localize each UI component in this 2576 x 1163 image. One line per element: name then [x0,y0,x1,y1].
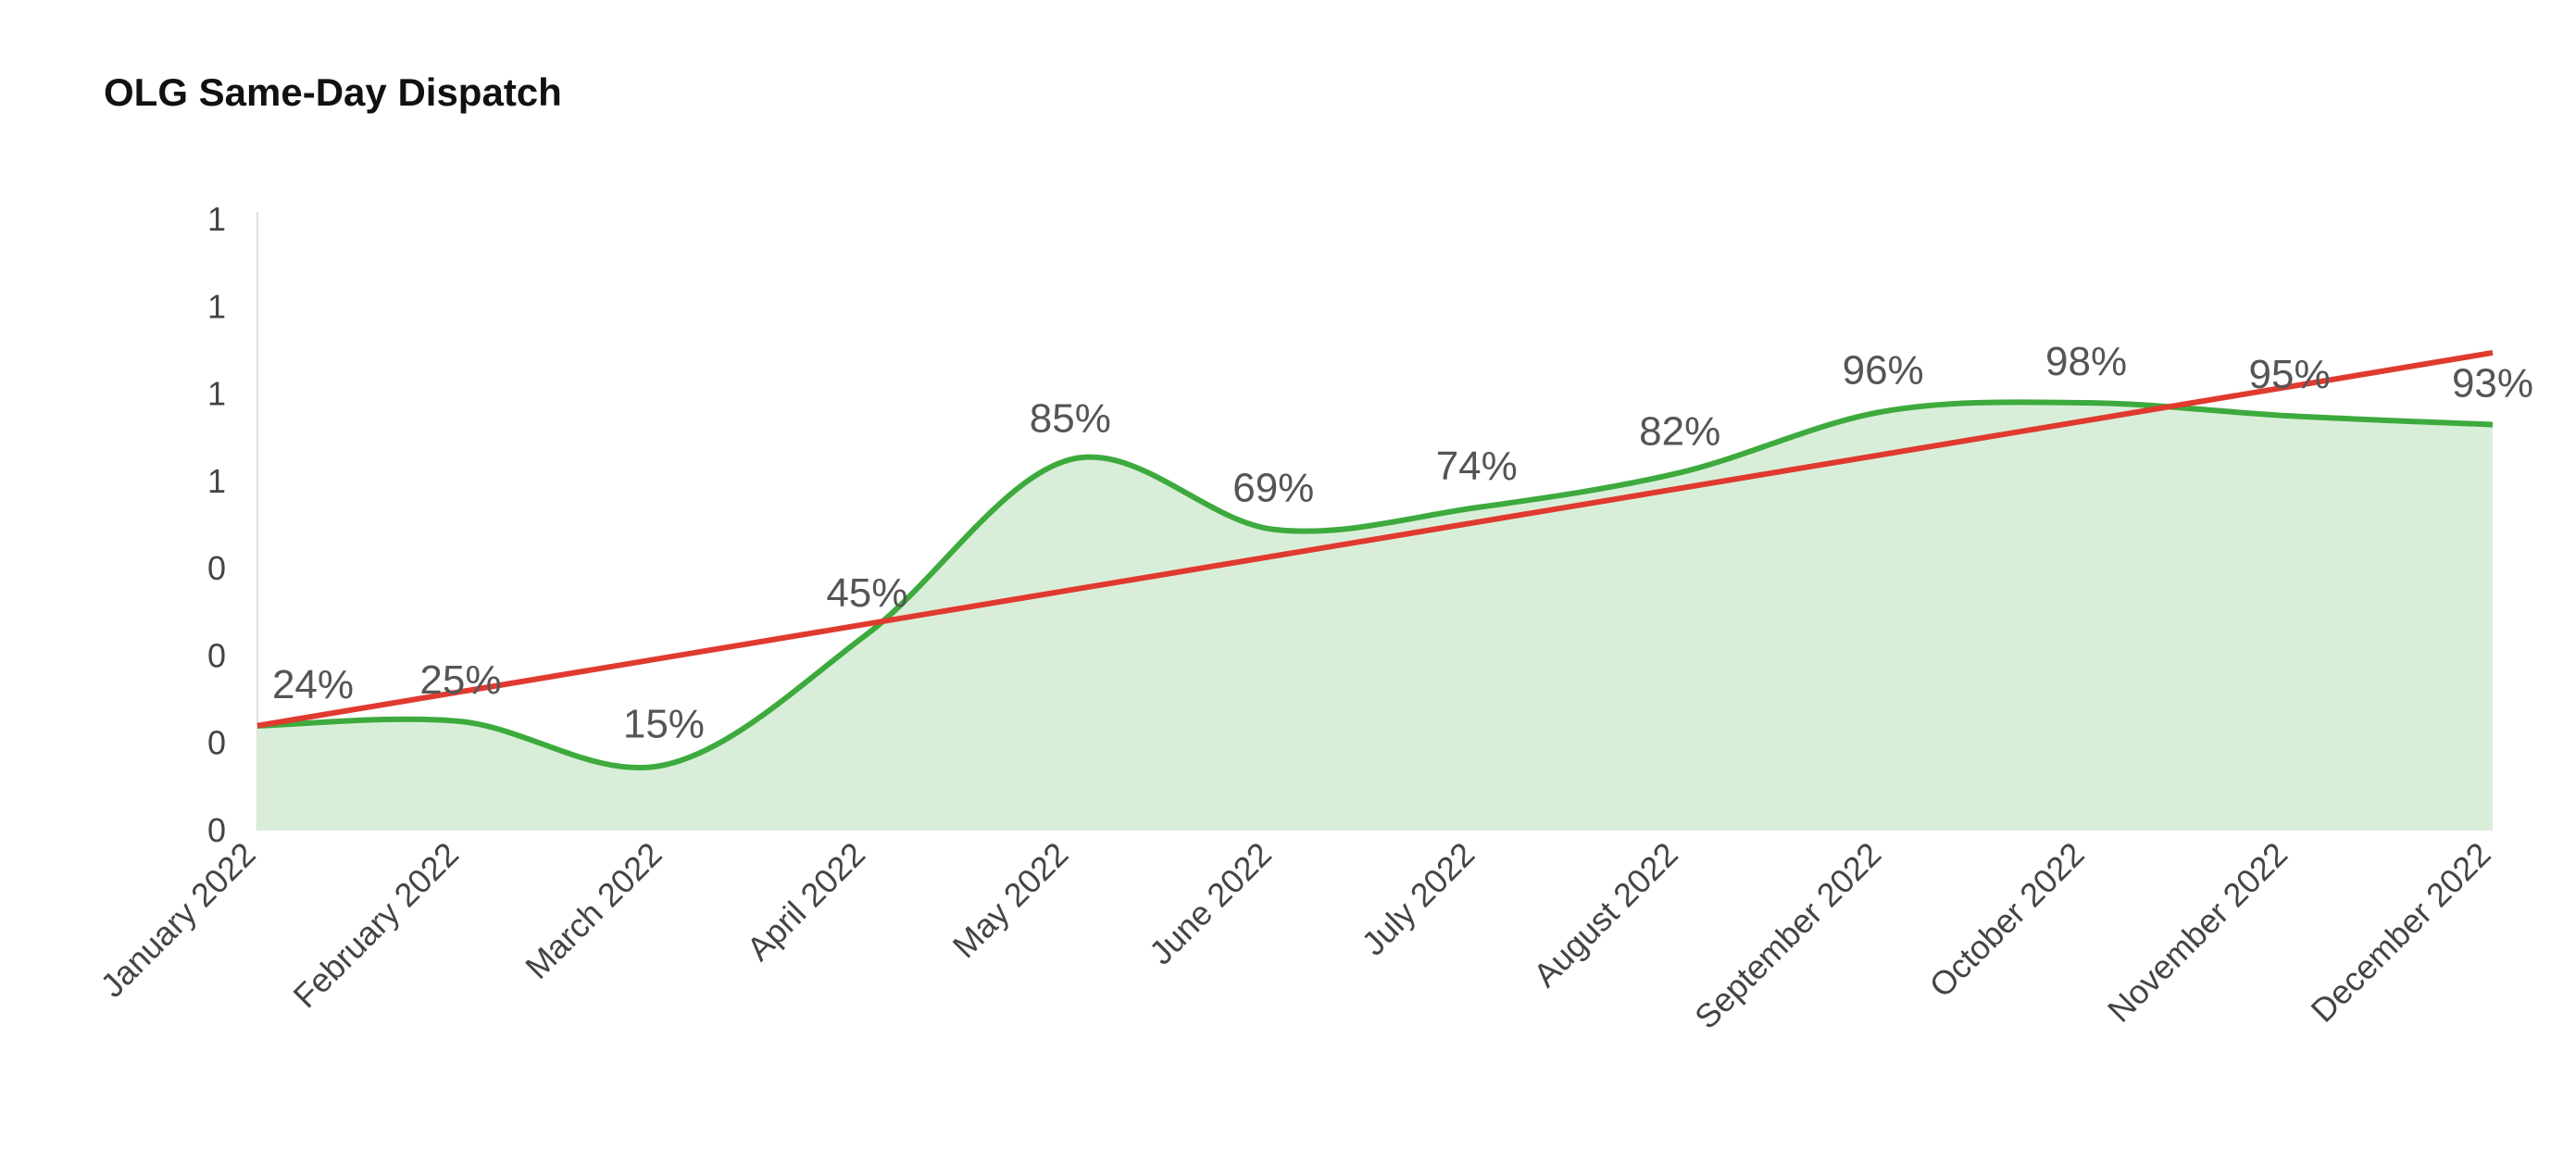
x-tick-label: September 2022 [1687,835,1888,1036]
x-tick-label: November 2022 [2100,835,2295,1030]
data-label: 96% [1843,347,1924,393]
y-tick-label: 1 [207,375,226,413]
x-tick-label: January 2022 [93,835,262,1005]
y-tick-label: 1 [207,287,226,325]
x-tick-label: May 2022 [945,835,1076,966]
x-tick-label: December 2022 [2304,835,2498,1030]
chart-title: OLG Same-Day Dispatch [104,70,562,114]
data-label: 98% [2045,339,2127,384]
data-label: 74% [1436,444,1518,489]
trendline-line [256,350,2494,729]
data-label: 82% [1639,408,1720,454]
x-axis: January 2022 February 2022 March 2022 April… [93,835,2497,1036]
data-label: 95% [2249,352,2331,397]
x-tick-label: April 2022 [739,835,872,969]
data-labels: 24% 25% 15% 45% 85% 69% 74% 82% 96% 98% 95% 93% [272,339,2533,746]
y-axis: 0 0 0 0 1 1 1 1 [207,200,258,849]
x-tick-label: July 2022 [1354,835,1482,963]
data-label: 24% [272,662,354,707]
data-label: 85% [1030,395,1111,441]
x-tick-label: October 2022 [1921,835,2091,1005]
series-line [256,399,2494,771]
data-label: 15% [623,701,705,746]
x-tick-label: February 2022 [286,835,467,1016]
data-label: 45% [826,570,907,616]
area-series [256,399,2494,831]
trendline [256,350,2494,729]
x-tick-label: June 2022 [1142,835,1279,972]
x-tick-label: March 2022 [518,835,669,986]
y-tick-label: 1 [207,462,226,500]
data-label: 93% [2452,361,2533,406]
x-tick-label: August 2022 [1526,835,1685,994]
y-tick-label: 0 [207,724,226,762]
area-fill [257,402,2493,831]
y-tick-label: 0 [207,811,226,849]
y-tick-label: 0 [207,549,226,587]
data-label: 69% [1232,466,1314,511]
data-label: 25% [419,657,501,703]
y-tick-label: 0 [207,636,226,674]
y-tick-label: 1 [207,200,226,238]
